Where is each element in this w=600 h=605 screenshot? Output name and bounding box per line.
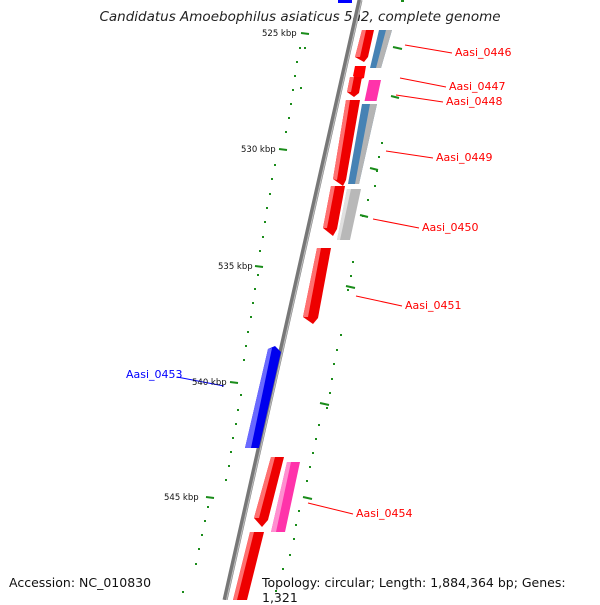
major-tick (392, 46, 403, 50)
accession-label: Accession: NC_010830 (9, 575, 152, 590)
gene-label-aasi-0453[interactable]: Aasi_0453 (126, 368, 183, 381)
major-tick (229, 381, 239, 384)
scale-label: 545 kbp (164, 493, 199, 503)
gene-aasi-0455[interactable] (233, 532, 264, 600)
scale-label: 530 kbp (241, 145, 276, 155)
reverse-gene-fragment[interactable] (338, 0, 352, 3)
scale-labels: 525 kbp 530 kbp 535 kbp 540 kbp 545 kbp (164, 29, 297, 503)
major-tick (359, 214, 369, 218)
tick-track-inner (182, 47, 301, 593)
leader-line (399, 77, 447, 88)
gene-aasi-0450[interactable] (323, 186, 345, 236)
major-tick-track (205, 32, 403, 500)
leader-line (395, 94, 444, 103)
major-tick (300, 32, 310, 35)
gene-label-aasi-0454[interactable]: Aasi_0454 (356, 507, 413, 520)
leader-line (372, 218, 420, 229)
gene-label-aasi-0448[interactable]: Aasi_0448 (446, 95, 503, 108)
leader-line (404, 44, 453, 54)
major-tick (302, 496, 313, 500)
major-tick (278, 148, 288, 151)
rna-gene-aasi-0448[interactable] (364, 80, 381, 101)
gene-label-leaders (176, 44, 453, 515)
leader-line (307, 502, 354, 515)
gene-label-aasi-0451[interactable]: Aasi_0451 (405, 299, 462, 312)
topology-label: Topology: circular; Length: 1,884,364 bp… (262, 575, 566, 605)
neutral-track-highlight (337, 189, 351, 240)
leader-line (355, 295, 403, 307)
gene-aasi-0451[interactable] (303, 248, 331, 324)
major-tick (205, 496, 215, 499)
gene-label-aasi-0447[interactable]: Aasi_0447 (449, 80, 506, 93)
gene-label-aasi-0449[interactable]: Aasi_0449 (436, 151, 493, 164)
major-tick (319, 402, 330, 406)
scale-label: 540 kbp (192, 378, 227, 388)
major-tick (254, 265, 264, 268)
major-tick (390, 95, 400, 99)
scale-label: 535 kbp (218, 262, 253, 272)
major-tick (369, 167, 379, 171)
gene-labels[interactable]: Aasi_0446 Aasi_0447 Aasi_0448 Aasi_0449 Aasi… (126, 46, 512, 520)
gene-aasi-0453[interactable] (245, 346, 281, 448)
gene-aasi-0454[interactable] (254, 457, 284, 527)
neutral-track-segment (355, 104, 377, 184)
gene-aasi-0449[interactable] (333, 100, 360, 186)
scale-label: 525 kbp (262, 29, 297, 39)
tick-track-outer (275, 47, 383, 592)
genome-backbone (222, 0, 363, 600)
rna-gene-highlight (271, 462, 291, 532)
gene-aasi-0446[interactable] (355, 30, 374, 62)
major-tick (345, 285, 356, 289)
neutral-track-segment (376, 30, 392, 68)
gene-label-aasi-0446[interactable]: Aasi_0446 (455, 46, 512, 59)
leader-line (176, 376, 225, 387)
map-title: Candidatus Amoebophilus asiaticus 5a2, c… (99, 9, 501, 25)
leader-line (385, 150, 434, 159)
genome-backbone-highlight (225, 0, 363, 600)
gene-label-aasi-0450[interactable]: Aasi_0450 (422, 221, 479, 234)
gene-aasi-0447[interactable] (347, 66, 366, 97)
neutral-track-segment (337, 189, 361, 240)
